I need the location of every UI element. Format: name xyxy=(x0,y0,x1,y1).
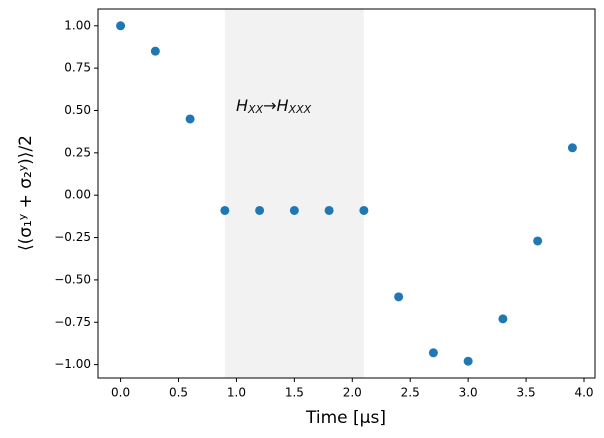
annotation-part: XX xyxy=(247,103,264,116)
point xyxy=(220,205,230,215)
x-tick-label: 3.0 xyxy=(459,386,478,400)
point xyxy=(567,143,577,153)
point xyxy=(533,236,543,246)
point xyxy=(150,46,160,56)
x-tick-label: 2.5 xyxy=(401,386,420,400)
x-tick-label: 4.0 xyxy=(574,386,593,400)
point xyxy=(289,205,299,215)
y-tick-label: 1.00 xyxy=(64,18,91,32)
point xyxy=(116,21,126,31)
x-tick-label: 2.0 xyxy=(343,386,362,400)
y-axis-label: ⟨(σ₁ʸ + σ₂ʸ)⟩/2 xyxy=(16,135,36,251)
annotation-part: H xyxy=(236,96,248,115)
x-tick-label: 0.5 xyxy=(169,386,188,400)
x-tick-label: 1.5 xyxy=(285,386,304,400)
y-tick-label: −0.25 xyxy=(54,230,91,244)
point xyxy=(498,314,508,324)
shaded-region xyxy=(224,9,364,378)
x-tick-label: 1.0 xyxy=(227,386,246,400)
point xyxy=(359,205,369,215)
point xyxy=(428,348,438,358)
plot-frame xyxy=(97,8,596,379)
x-axis-label: Time [μs] xyxy=(305,408,386,428)
annotation-part: XXX xyxy=(288,103,312,116)
y-tick-label: 0.50 xyxy=(64,103,91,117)
y-tick-label: 0.00 xyxy=(64,188,91,202)
point xyxy=(463,356,473,366)
point xyxy=(185,114,195,124)
x-tick-label: 3.5 xyxy=(517,386,536,400)
annotation: HXX→HXXX xyxy=(236,96,312,117)
y-tick-label: −1.00 xyxy=(54,357,91,371)
annotation-part: → xyxy=(263,96,276,115)
x-tick-label: 0.0 xyxy=(111,386,130,400)
y-tick-label: 0.25 xyxy=(64,145,91,159)
y-tick-label: −0.75 xyxy=(54,315,91,329)
point xyxy=(324,205,334,215)
annotation-part: H xyxy=(277,96,289,115)
point xyxy=(255,205,265,215)
y-tick-label: −0.50 xyxy=(54,272,91,286)
y-tick-label: 0.75 xyxy=(64,61,91,75)
point xyxy=(394,292,404,302)
